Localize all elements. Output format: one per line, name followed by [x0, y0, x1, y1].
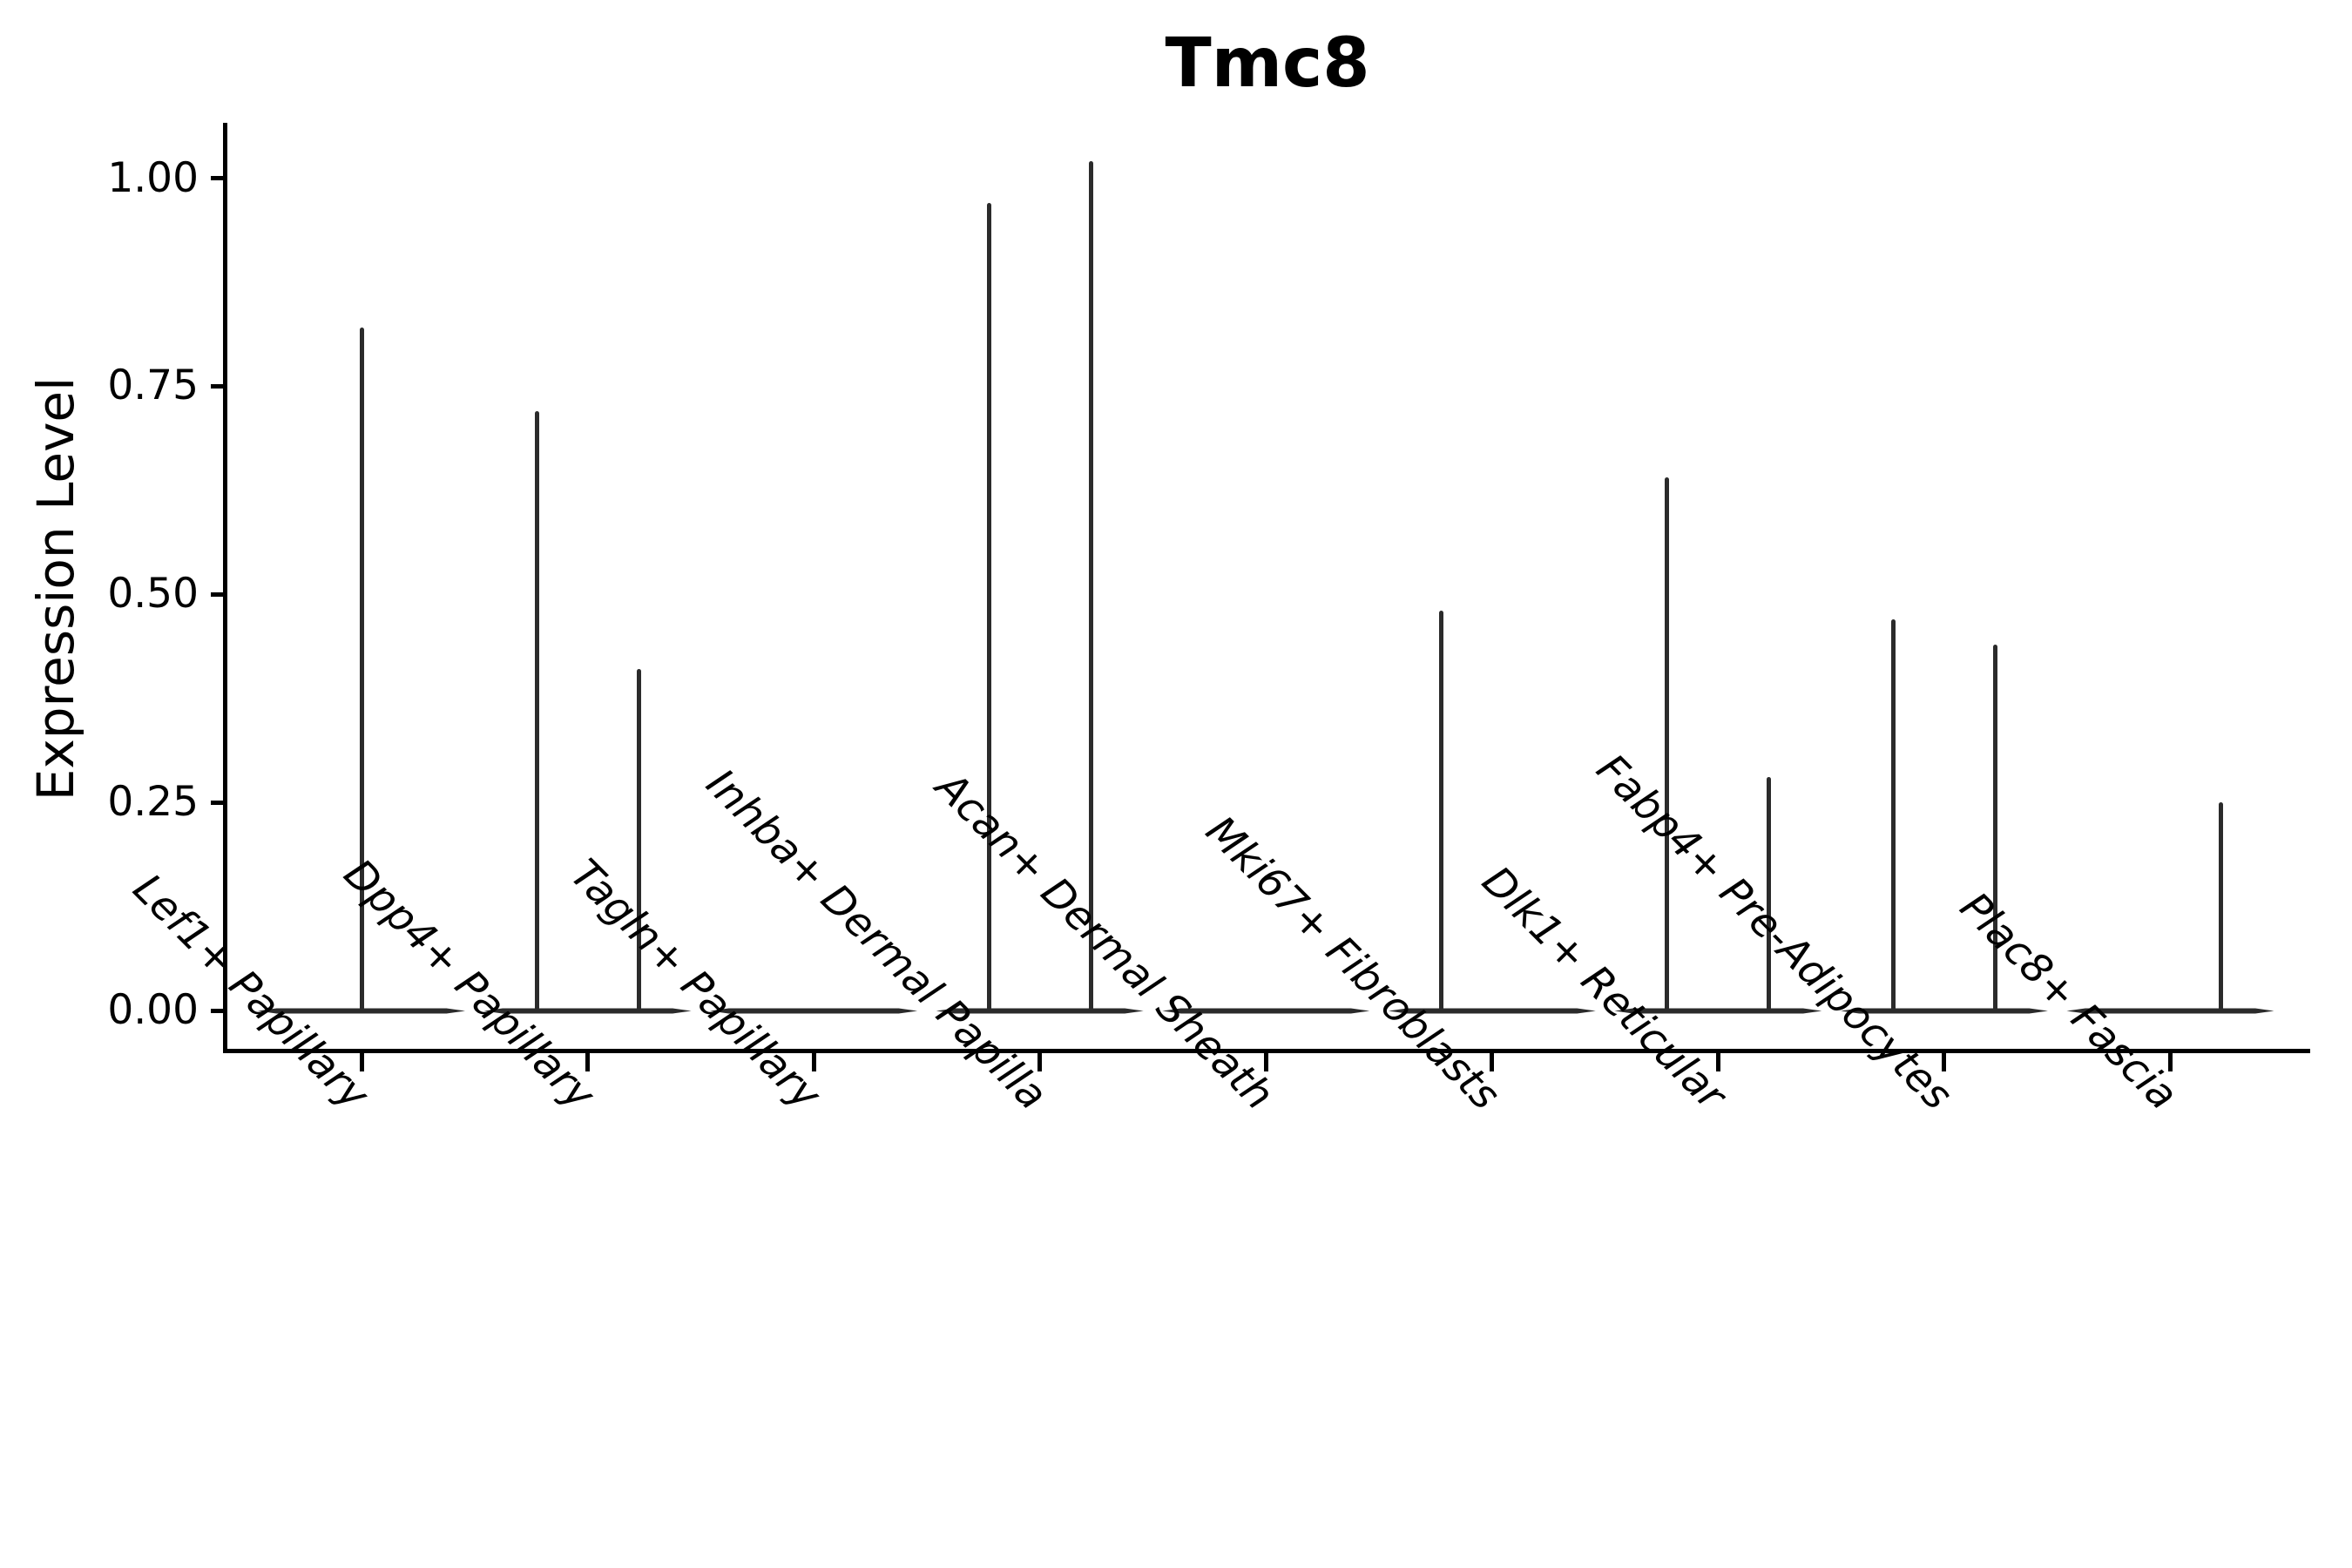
violin-baseline: [2066, 1008, 2274, 1014]
y-tick-label: 0.50: [107, 570, 199, 618]
violin-spike: [1438, 611, 1443, 1010]
violin-baseline: [936, 1008, 1144, 1014]
x-axis-label: Plac8+ Fascia: [1950, 882, 2187, 1119]
violin-baseline: [1388, 1008, 1596, 1014]
violin-baseline: [258, 1008, 465, 1014]
y-tick-label: 0.75: [107, 362, 199, 410]
x-axis-label: Tagln+ Papillary: [561, 850, 831, 1119]
x-tick: [1037, 1051, 1043, 1071]
y-tick-label: 0.25: [107, 778, 199, 827]
y-tick-label: 1.00: [107, 153, 199, 202]
y-tick: [211, 176, 223, 180]
violin-baseline: [1614, 1008, 1822, 1014]
violin-baseline: [483, 1008, 692, 1014]
y-tick-label: 0.00: [107, 986, 199, 1034]
violin-spike: [986, 203, 991, 1010]
plot-title: Tmc8: [1165, 24, 1370, 103]
violin-spike: [1088, 161, 1093, 1010]
y-axis-line: [223, 123, 227, 1053]
violin-spike: [636, 669, 641, 1010]
y-tick: [211, 1008, 223, 1013]
violin-baseline: [1162, 1008, 1370, 1014]
x-axis-label: Dlk1+ Reticular: [1472, 856, 1735, 1119]
x-tick: [585, 1051, 591, 1071]
violin-spike: [359, 328, 364, 1010]
x-tick: [359, 1051, 364, 1071]
violin-baseline: [1840, 1008, 2048, 1014]
x-axis-label: Dpp4+ Papillary: [335, 849, 605, 1119]
x-tick: [1942, 1051, 1947, 1071]
x-tick: [2167, 1051, 2173, 1071]
y-tick: [211, 383, 223, 389]
x-tick: [1715, 1051, 1720, 1071]
x-tick: [1263, 1051, 1268, 1071]
violin-spike: [534, 411, 539, 1010]
violin-spike: [1890, 618, 1896, 1010]
x-tick: [811, 1051, 816, 1071]
x-axis-label: Fabp4+ Pre-Adipocytes: [1586, 745, 1961, 1119]
violin-baseline: [710, 1008, 918, 1014]
violin-spike: [2219, 802, 2224, 1010]
y-tick: [211, 591, 223, 597]
violin-spike: [1767, 777, 1772, 1010]
y-tick: [211, 800, 223, 805]
x-tick: [1490, 1051, 1495, 1071]
violin-spike: [1665, 477, 1670, 1010]
violin-spike: [1992, 644, 1997, 1010]
